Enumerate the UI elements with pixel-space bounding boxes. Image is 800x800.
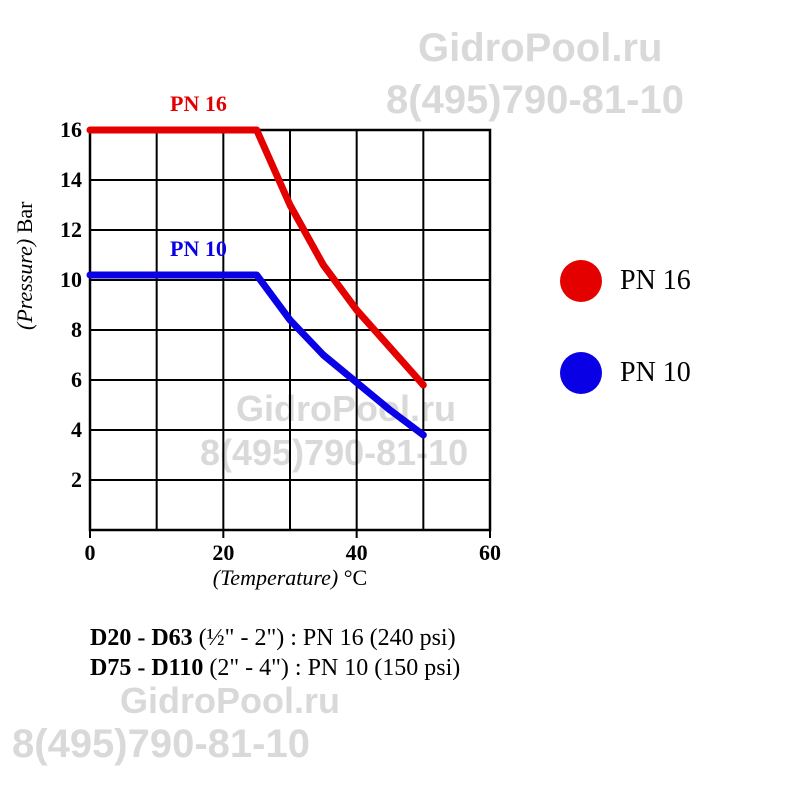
x-tick-label: 60 (479, 540, 501, 566)
footnotes: D20 - D63 (½" - 2") : PN 16 (240 psi)D75… (90, 623, 460, 683)
y-axis-title-italic: (Pressure) (12, 239, 37, 330)
legend-item: PN 16 (560, 260, 691, 302)
footnote-rest: (2" - 4") : PN 10 (150 psi) (203, 655, 460, 681)
x-axis-title: (Temperature) °C (90, 565, 490, 591)
page: { "watermarks": { "color": "#d9d9d9", "f… (0, 0, 800, 800)
y-axis-title: (Pressure) Bar (12, 202, 38, 331)
footnote-line: D75 - D110 (2" - 4") : PN 10 (150 psi) (90, 653, 460, 683)
watermark-text: 8(495)790-81-10 (386, 78, 684, 123)
x-tick-label: 40 (346, 540, 368, 566)
watermark-text: GidroPool.ru (418, 26, 662, 71)
y-tick-label: 4 (50, 417, 82, 443)
legend-label: PN 10 (620, 357, 691, 389)
y-tick-label: 10 (50, 267, 82, 293)
footnote-rest: (½" - 2") : PN 16 (240 psi) (193, 625, 456, 651)
axis-ticks: 2468101214160204060 (90, 130, 490, 530)
footnote-bold: D20 - D63 (90, 625, 193, 651)
x-axis-title-unit: °C (338, 565, 367, 590)
y-tick-label: 12 (50, 217, 82, 243)
footnote-bold: D75 - D110 (90, 655, 203, 681)
x-tick-label: 0 (85, 540, 96, 566)
x-tick-label: 20 (212, 540, 234, 566)
legend: PN 16 PN 10 (560, 260, 691, 444)
watermark-text: GidroPool.ru (120, 680, 340, 722)
y-tick-label: 8 (50, 317, 82, 343)
series-label-pn16: PN 16 (170, 91, 227, 117)
legend-swatch (560, 352, 602, 394)
x-axis-title-italic: (Temperature) (213, 565, 338, 590)
watermark-text: 8(495)790-81-10 (12, 722, 310, 767)
y-tick-label: 14 (50, 167, 82, 193)
y-tick-label: 16 (50, 117, 82, 143)
footnote-line: D20 - D63 (½" - 2") : PN 16 (240 psi) (90, 623, 460, 653)
y-tick-label: 6 (50, 367, 82, 393)
legend-label: PN 16 (620, 265, 691, 297)
legend-item: PN 10 (560, 352, 691, 394)
legend-swatch (560, 260, 602, 302)
y-axis-title-unit: Bar (12, 202, 37, 239)
y-tick-label: 2 (50, 467, 82, 493)
